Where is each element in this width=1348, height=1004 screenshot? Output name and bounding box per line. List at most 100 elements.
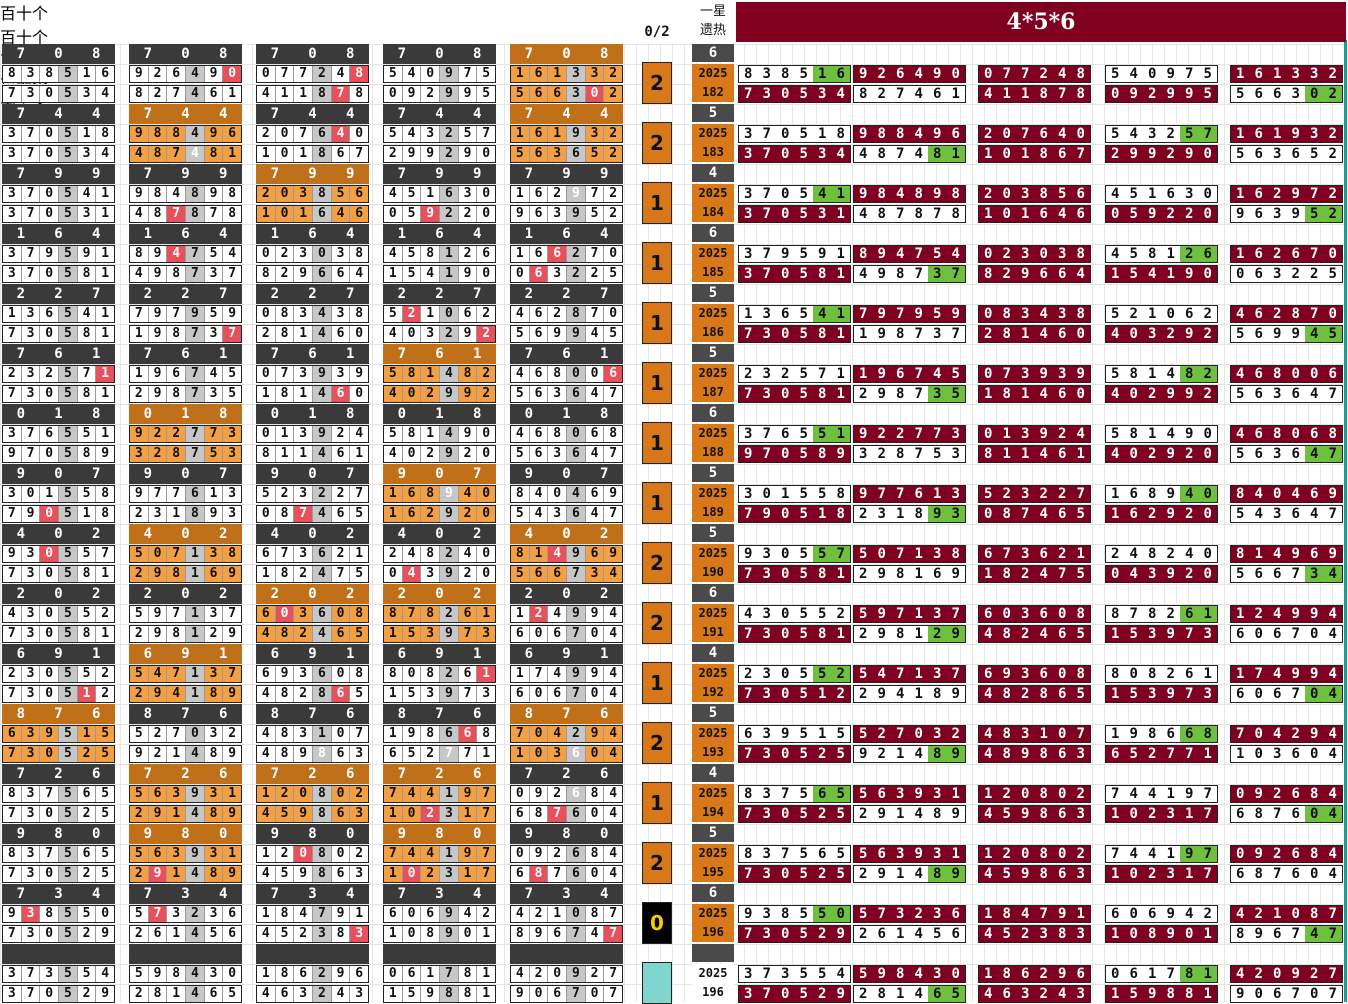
result-digit: 5 bbox=[1129, 746, 1138, 762]
triplet-digit: 7 bbox=[16, 166, 26, 182]
result-digit: 7 bbox=[762, 446, 771, 462]
strip-digit: 1 bbox=[384, 686, 403, 702]
result-digit: 8 bbox=[1148, 926, 1157, 942]
strip-digit: 2 bbox=[548, 846, 568, 862]
issue-number: 185 bbox=[702, 265, 724, 279]
strip-digit: 1 bbox=[294, 146, 314, 162]
header-column-label: 百 bbox=[0, 4, 17, 23]
result-digit: 4 bbox=[1166, 426, 1175, 442]
result-digit: 1 bbox=[1111, 806, 1120, 822]
triplet-digit: 2 bbox=[54, 286, 63, 302]
triplet-digit: 2 bbox=[16, 286, 26, 302]
result-digit: 3 bbox=[1273, 446, 1282, 462]
header-block-2: 百十个 bbox=[0, 24, 1348, 48]
strip-digit: 9 bbox=[149, 686, 168, 702]
strip-digit: 5 bbox=[59, 726, 78, 742]
strip-digit: 2 bbox=[530, 966, 549, 982]
strip-digit: 6 bbox=[355, 186, 364, 201]
triplet-digit bbox=[294, 944, 332, 964]
strip-digit: 5 bbox=[586, 206, 605, 222]
result-digit: 7 bbox=[1328, 906, 1337, 922]
strip-digit: 0 bbox=[40, 746, 60, 762]
strip-digit: 2 bbox=[355, 846, 364, 861]
triplet-digit: 6 bbox=[472, 766, 482, 782]
result-digit: 2 bbox=[877, 746, 886, 762]
result-digit: 7 bbox=[781, 846, 790, 862]
result-digit: 7 bbox=[1203, 806, 1212, 822]
result-digit: 9 bbox=[1021, 866, 1030, 882]
result-digit: 2 bbox=[1039, 486, 1048, 502]
strip-digit: 9 bbox=[440, 626, 459, 642]
triplet-digit: 4 bbox=[562, 106, 571, 122]
result-digit: 1 bbox=[984, 786, 993, 802]
result-digit: 4 bbox=[1058, 66, 1067, 82]
strip-digit: 1 bbox=[355, 546, 364, 561]
strip-digit: 7 bbox=[3, 566, 22, 582]
result-digit: 3 bbox=[762, 606, 771, 622]
result-digit: 0 bbox=[781, 566, 790, 582]
triplet-digit: 0 bbox=[472, 826, 482, 842]
result-digit: 1 bbox=[896, 746, 905, 762]
hot-header-line: 遗热 bbox=[699, 23, 726, 38]
result-digit: 8 bbox=[1076, 246, 1085, 262]
result-digit: 3 bbox=[744, 186, 753, 202]
strip-digit: 1 bbox=[186, 606, 205, 622]
issue-number: 184 bbox=[702, 205, 724, 219]
strip-digit: 1 bbox=[294, 86, 314, 102]
strip-digit: 2 bbox=[609, 146, 618, 161]
triplet-digit: 9 bbox=[397, 826, 407, 842]
result-digit: 8 bbox=[1039, 806, 1048, 822]
strip-digit: 3 bbox=[421, 686, 441, 702]
result-digit: 8 bbox=[1166, 986, 1175, 1002]
strip-digit: 7 bbox=[355, 486, 364, 501]
triplet-digit bbox=[167, 944, 205, 964]
strip-digit: 1 bbox=[228, 86, 237, 101]
result-digit: 9 bbox=[1166, 486, 1175, 502]
result-digit: 8 bbox=[1328, 426, 1337, 442]
result-digit: 0 bbox=[1002, 206, 1011, 222]
strip-digit: 1 bbox=[511, 666, 530, 682]
hit-count: 2 bbox=[642, 122, 672, 164]
result-digit: 9 bbox=[1291, 126, 1300, 142]
result-digit: 7 bbox=[1002, 66, 1011, 82]
strip-digit: 3 bbox=[548, 746, 568, 762]
result-digit: 2 bbox=[1203, 386, 1212, 402]
strip-digit: 6 bbox=[257, 606, 276, 622]
result-digit: 7 bbox=[744, 866, 753, 882]
strip-digit: 3 bbox=[3, 986, 22, 1002]
result-digit: 7 bbox=[762, 966, 771, 982]
issue-number: 193 bbox=[702, 745, 724, 759]
result-digit: 2 bbox=[781, 366, 790, 382]
strip-digit: 2 bbox=[332, 546, 351, 562]
result-digit: 5 bbox=[1129, 266, 1138, 282]
strip-digit: 8 bbox=[149, 126, 168, 142]
result-digit: 0 bbox=[1305, 86, 1324, 102]
strip-digit: 1 bbox=[130, 326, 149, 342]
triplet-digit: 7 bbox=[16, 886, 26, 902]
header-column-label: 十 bbox=[16, 4, 33, 23]
result-digit: 2 bbox=[1185, 446, 1194, 462]
strip-digit: 4 bbox=[186, 86, 205, 102]
result-digit: 6 bbox=[1273, 926, 1282, 942]
triplet-digit: 7 bbox=[143, 766, 153, 782]
strip-digit: 3 bbox=[548, 206, 568, 222]
strip-digit: 6 bbox=[511, 686, 530, 702]
strip-digit: 9 bbox=[228, 746, 237, 761]
strip-digit: 4 bbox=[186, 126, 205, 142]
strip-digit: 8 bbox=[3, 786, 22, 802]
strip-digit: 3 bbox=[22, 726, 41, 742]
result-digit: 0 bbox=[1291, 366, 1300, 382]
result-digit: 4 bbox=[984, 986, 993, 1002]
